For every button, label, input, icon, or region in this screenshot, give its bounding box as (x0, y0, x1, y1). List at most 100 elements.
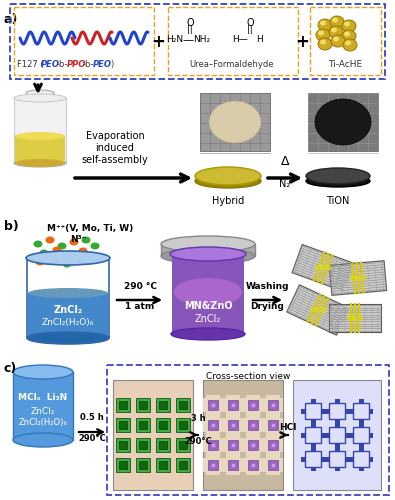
Ellipse shape (329, 26, 343, 38)
Bar (156, 438, 170, 452)
Bar (329, 403, 345, 419)
Bar (159, 401, 167, 409)
Text: —: — (182, 35, 194, 45)
Text: F127 (: F127 ( (17, 60, 43, 69)
Bar (139, 461, 147, 469)
Text: 290 °C: 290 °C (124, 282, 156, 291)
Bar (179, 421, 187, 429)
Text: c): c) (4, 362, 17, 375)
Text: H—: H— (232, 35, 248, 44)
Ellipse shape (333, 36, 339, 42)
Bar (176, 458, 190, 472)
Bar (13, 372, 73, 440)
Ellipse shape (195, 174, 261, 188)
Bar (15, 136, 65, 163)
Bar (251, 423, 255, 427)
Bar (156, 418, 170, 432)
Ellipse shape (28, 288, 108, 298)
Bar (248, 440, 258, 450)
Bar (208, 400, 218, 410)
Bar (203, 380, 283, 490)
Bar (266, 395, 280, 415)
Bar (248, 400, 258, 410)
Bar (176, 418, 190, 432)
Bar (156, 458, 170, 472)
Bar (349, 433, 373, 438)
Ellipse shape (26, 90, 54, 96)
Bar (349, 457, 373, 462)
Bar (203, 458, 223, 472)
Ellipse shape (66, 252, 75, 258)
Text: Urea–Formaldehyde: Urea–Formaldehyde (190, 60, 274, 69)
Text: a): a) (4, 13, 19, 26)
Bar (301, 457, 325, 462)
Text: PPO: PPO (67, 60, 87, 69)
Text: +: + (151, 33, 165, 51)
Bar (223, 418, 243, 432)
Bar (305, 451, 321, 467)
Ellipse shape (315, 99, 371, 145)
Bar (119, 461, 127, 469)
Bar (263, 458, 283, 472)
Text: N³⁻: N³⁻ (70, 235, 87, 244)
Bar (305, 427, 321, 443)
Bar (231, 403, 235, 407)
Bar (119, 441, 127, 449)
Bar (211, 423, 215, 427)
Bar (311, 423, 316, 447)
Ellipse shape (27, 332, 109, 344)
Ellipse shape (62, 260, 71, 268)
Bar (335, 399, 340, 423)
Text: Drying: Drying (250, 302, 284, 311)
Text: Evaporation
induced
self-assembly: Evaporation induced self-assembly (82, 132, 149, 164)
Bar (243, 418, 263, 432)
Ellipse shape (320, 20, 326, 25)
Bar (159, 421, 167, 429)
Text: NH₂: NH₂ (194, 35, 211, 44)
Ellipse shape (316, 29, 330, 41)
Bar (246, 455, 260, 475)
Bar (329, 427, 345, 443)
Text: -b-: -b- (83, 60, 94, 69)
Bar (310, 7, 381, 75)
Polygon shape (292, 244, 354, 292)
Bar (113, 380, 193, 490)
Ellipse shape (344, 32, 350, 36)
Text: H: H (256, 35, 263, 44)
Bar (263, 418, 283, 432)
Bar (263, 438, 283, 452)
Text: MxN: MxN (346, 315, 364, 321)
Bar (335, 423, 340, 447)
Bar (228, 460, 238, 470)
Text: M⁺⁺(V, Mo, Ti, W): M⁺⁺(V, Mo, Ti, W) (47, 224, 133, 233)
Ellipse shape (53, 246, 62, 254)
Text: Ti-AcHE: Ti-AcHE (328, 60, 362, 69)
Bar (27, 258, 109, 338)
Text: MxN: MxN (309, 307, 327, 313)
Ellipse shape (195, 167, 261, 185)
Bar (208, 440, 218, 450)
Ellipse shape (15, 159, 65, 167)
Ellipse shape (331, 35, 345, 47)
Ellipse shape (161, 248, 255, 264)
Ellipse shape (79, 248, 88, 254)
Text: 290°C: 290°C (78, 434, 106, 443)
Text: Cross-section view: Cross-section view (206, 372, 290, 381)
Ellipse shape (331, 28, 337, 32)
Text: ): ) (110, 60, 113, 69)
Bar (168, 7, 298, 75)
Bar (14, 7, 154, 75)
Bar (226, 415, 240, 435)
Bar (353, 427, 369, 443)
Bar (223, 438, 243, 452)
Bar (211, 443, 215, 447)
Bar (243, 438, 263, 452)
Ellipse shape (320, 40, 326, 44)
Ellipse shape (26, 251, 110, 265)
Bar (206, 415, 220, 435)
Bar (243, 458, 263, 472)
Text: MxN: MxN (314, 265, 332, 271)
Ellipse shape (345, 40, 351, 46)
Bar (311, 447, 316, 471)
Text: ZnCl₂(H₂O)₆: ZnCl₂(H₂O)₆ (42, 318, 94, 328)
